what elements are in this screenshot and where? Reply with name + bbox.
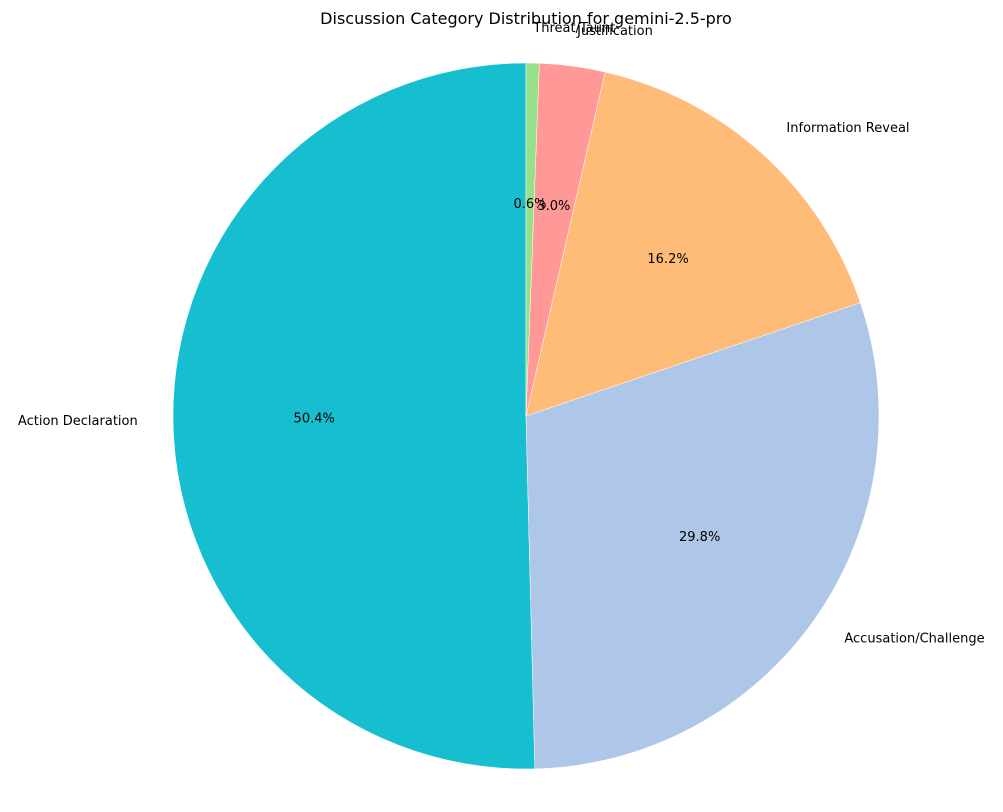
pie-slice-accusation-challenge [525, 302, 880, 770]
pie-slice-threat-taunt [525, 62, 540, 417]
pie-slice-information-reveal [525, 71, 861, 417]
pie-slices [172, 62, 880, 770]
slice-percent-justification: 3.0% [537, 199, 570, 214]
slice-percent-threat-taunt: 0.6% [513, 197, 546, 212]
slice-label-justification: Justification [576, 24, 653, 39]
slice-label-information-reveal: Information Reveal [786, 121, 909, 136]
slice-label-accusation-challenge: Accusation/Challenge [844, 631, 984, 646]
pie-labels: Action Declaration 50.4% Accusation/Challe… [18, 21, 985, 647]
pie-slice-action-declaration [172, 62, 536, 770]
chart-title: Discussion Category Distribution for gem… [320, 9, 732, 28]
slice-label-action-declaration: Action Declaration [18, 414, 138, 429]
slice-percent-accusation-challenge: 29.8% [679, 530, 720, 545]
slice-percent-information-reveal: 16.2% [647, 252, 688, 267]
slice-percent-action-declaration: 50.4% [294, 412, 335, 427]
slice-label-threat-taunt: Threat/Taunt [532, 21, 615, 36]
